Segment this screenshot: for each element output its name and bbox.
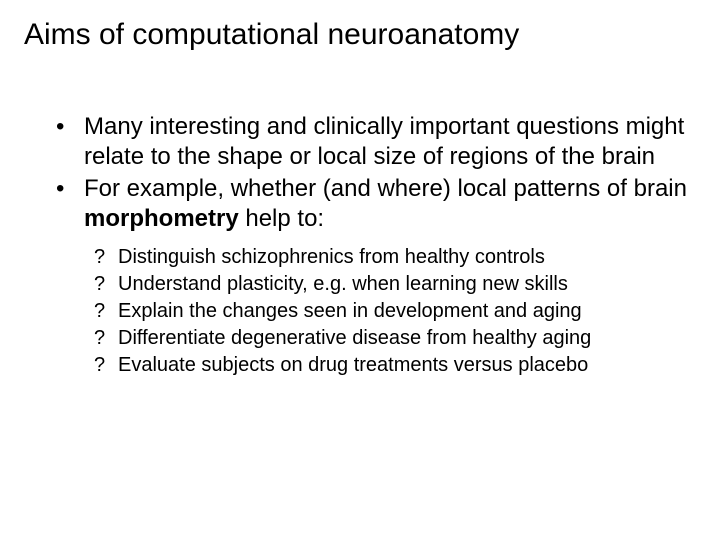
question-mark-icon: ? xyxy=(94,352,105,379)
sub-bullet-list: ? Distinguish schizophrenics from health… xyxy=(24,244,696,379)
sub-bullet-item: ? Distinguish schizophrenics from health… xyxy=(94,244,696,271)
bullet-text-bold: morphometry xyxy=(84,205,239,232)
question-mark-icon: ? xyxy=(94,244,105,271)
question-mark-icon: ? xyxy=(94,298,105,325)
question-mark-icon: ? xyxy=(94,271,105,298)
sub-bullet-text: Understand plasticity, e.g. when learnin… xyxy=(118,273,568,295)
sub-bullet-item: ? Evaluate subjects on drug treatments v… xyxy=(94,352,696,379)
sub-bullet-item: ? Explain the changes seen in developmen… xyxy=(94,298,696,325)
bullet-item: For example, whether (and where) local p… xyxy=(56,174,696,234)
sub-bullet-text: Distinguish schizophrenics from healthy … xyxy=(118,246,545,268)
main-bullet-list: Many interesting and clinically importan… xyxy=(24,112,696,234)
sub-bullet-text: Differentiate degenerative disease from … xyxy=(118,327,591,349)
sub-bullet-text: Explain the changes seen in development … xyxy=(118,300,582,322)
bullet-text-suffix: help to: xyxy=(239,205,324,232)
bullet-item: Many interesting and clinically importan… xyxy=(56,112,696,172)
bullet-text: Many interesting and clinically importan… xyxy=(84,113,684,170)
sub-bullet-text: Evaluate subjects on drug treatments ver… xyxy=(118,354,588,376)
slide-title: Aims of computational neuroanatomy xyxy=(24,18,696,52)
sub-bullet-item: ? Understand plasticity, e.g. when learn… xyxy=(94,271,696,298)
bullet-text-prefix: For example, whether (and where) local p… xyxy=(84,175,687,202)
sub-bullet-item: ? Differentiate degenerative disease fro… xyxy=(94,325,696,352)
question-mark-icon: ? xyxy=(94,325,105,352)
